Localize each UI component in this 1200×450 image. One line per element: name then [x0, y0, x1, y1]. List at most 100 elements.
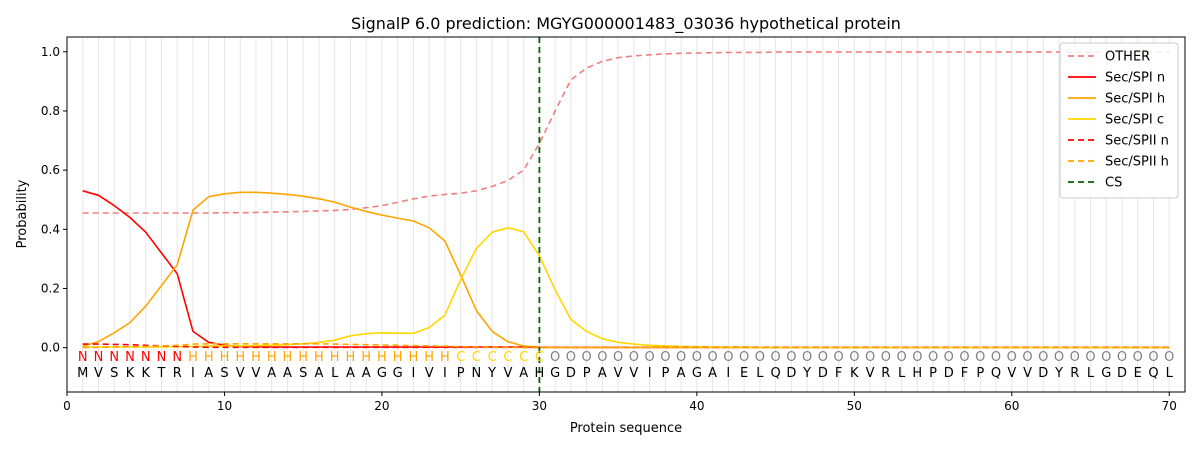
x-tick-label: 50	[847, 399, 862, 413]
region-label: O	[912, 350, 922, 365]
legend-label: Sec/SPI n	[1105, 71, 1165, 86]
legend-box	[1059, 42, 1179, 199]
residue-label: A	[677, 366, 686, 381]
region-label: O	[786, 350, 796, 365]
region-label: O	[1164, 350, 1174, 365]
region-label: O	[1133, 350, 1143, 365]
x-tick-label: 10	[217, 399, 232, 413]
series-line-other	[82, 51, 1170, 214]
region-label: O	[645, 350, 655, 365]
residue-label: A	[314, 366, 323, 381]
legend-label: Sec/SPI c	[1105, 113, 1164, 128]
region-label: H	[424, 350, 434, 365]
residue-label: P	[661, 366, 669, 381]
residue-label: Y	[1054, 366, 1063, 381]
residue-label: P	[976, 366, 984, 381]
region-label: N	[94, 350, 104, 365]
residue-label: N	[472, 366, 482, 381]
region-label: H	[409, 350, 419, 365]
residue-label: P	[583, 366, 591, 381]
region-label: O	[1070, 350, 1080, 365]
legend-label: CS	[1105, 176, 1122, 191]
region-label: O	[944, 350, 954, 365]
residue-label: S	[220, 366, 228, 381]
x-axis-label: Protein sequence	[570, 421, 682, 436]
region-label: O	[975, 350, 985, 365]
region-label: O	[692, 350, 702, 365]
residue-label: T	[157, 366, 166, 381]
residue-label: R	[881, 366, 890, 381]
region-label: H	[188, 350, 198, 365]
plot-frame	[66, 36, 1186, 393]
residue-label: A	[519, 366, 528, 381]
region-label: O	[928, 350, 938, 365]
residue-label: R	[1070, 366, 1079, 381]
series-line-sec-spii-h	[82, 342, 1170, 349]
residue-label: V	[425, 366, 434, 381]
residue-label: K	[126, 366, 135, 381]
region-label: O	[849, 350, 859, 365]
x-tick-label: 20	[374, 399, 389, 413]
legend-label: Sec/SPII n	[1105, 134, 1169, 149]
residue-label: I	[412, 366, 416, 381]
region-label: O	[896, 350, 906, 365]
region-label: O	[707, 350, 717, 365]
residue-label: E	[740, 366, 748, 381]
region-label: H	[298, 350, 308, 365]
region-label: H	[204, 350, 214, 365]
residue-label: L	[1087, 366, 1095, 381]
residue-label: L	[898, 366, 906, 381]
region-label: H	[251, 350, 261, 365]
residue-label: F	[961, 366, 968, 381]
residue-label: V	[252, 366, 261, 381]
grid-layer	[82, 37, 1170, 392]
region-label: O	[991, 350, 1001, 365]
residue-label: V	[614, 366, 623, 381]
region-label: O	[1148, 350, 1158, 365]
residue-label: G	[393, 366, 403, 381]
residue-label: L	[756, 366, 764, 381]
region-label: O	[755, 350, 765, 365]
region-label: O	[582, 350, 592, 365]
residue-label: A	[362, 366, 371, 381]
region-label: O	[723, 350, 733, 365]
region-label: N	[78, 350, 88, 365]
residue-label: D	[818, 366, 828, 381]
residue-label: G	[377, 366, 387, 381]
residue-label: G	[550, 366, 560, 381]
residue-label: P	[929, 366, 937, 381]
series-layer	[82, 37, 1170, 392]
region-label: O	[959, 350, 969, 365]
residue-label: V	[503, 366, 512, 381]
region-label: O	[770, 350, 780, 365]
residue-label: V	[236, 366, 245, 381]
residue-label: K	[141, 366, 150, 381]
residue-label: A	[204, 366, 213, 381]
region-label: H	[235, 350, 245, 365]
residue-label: H	[535, 366, 545, 381]
x-tick-label: 30	[532, 399, 547, 413]
region-label: O	[597, 350, 607, 365]
region-label: C	[456, 350, 465, 365]
residue-label: I	[191, 366, 195, 381]
region-label: N	[109, 350, 119, 365]
residue-label: Q	[991, 366, 1001, 381]
region-label: C	[488, 350, 497, 365]
legend-label: OTHER	[1105, 50, 1150, 65]
region-label: H	[314, 350, 324, 365]
region-label: H	[267, 350, 277, 365]
x-tick-label: 40	[689, 399, 704, 413]
region-label: C	[535, 350, 544, 365]
region-label: C	[503, 350, 512, 365]
residue-label: I	[726, 366, 730, 381]
y-tick-label: 0.4	[41, 222, 60, 236]
region-label: O	[550, 350, 560, 365]
residue-label: V	[94, 366, 103, 381]
residue-label: S	[110, 366, 118, 381]
residue-label: D	[1038, 366, 1048, 381]
region-label: H	[393, 350, 403, 365]
residue-label: D	[944, 366, 954, 381]
residue-label: D	[786, 366, 796, 381]
region-label: N	[125, 350, 135, 365]
